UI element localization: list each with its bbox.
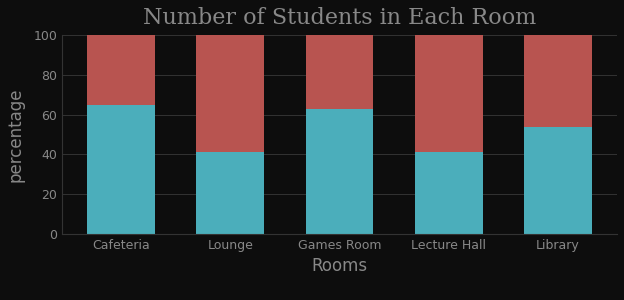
Bar xyxy=(524,127,592,234)
Bar xyxy=(524,35,592,127)
Bar xyxy=(306,35,373,109)
Bar xyxy=(87,35,155,105)
Bar xyxy=(197,152,264,234)
X-axis label: Rooms: Rooms xyxy=(311,257,368,275)
Bar xyxy=(87,105,155,234)
Bar xyxy=(306,109,373,234)
Bar xyxy=(415,152,482,234)
Bar xyxy=(197,35,264,152)
Bar xyxy=(415,35,482,152)
Title: Number of Students in Each Room: Number of Students in Each Room xyxy=(143,7,536,29)
Y-axis label: percentage: percentage xyxy=(7,87,25,182)
